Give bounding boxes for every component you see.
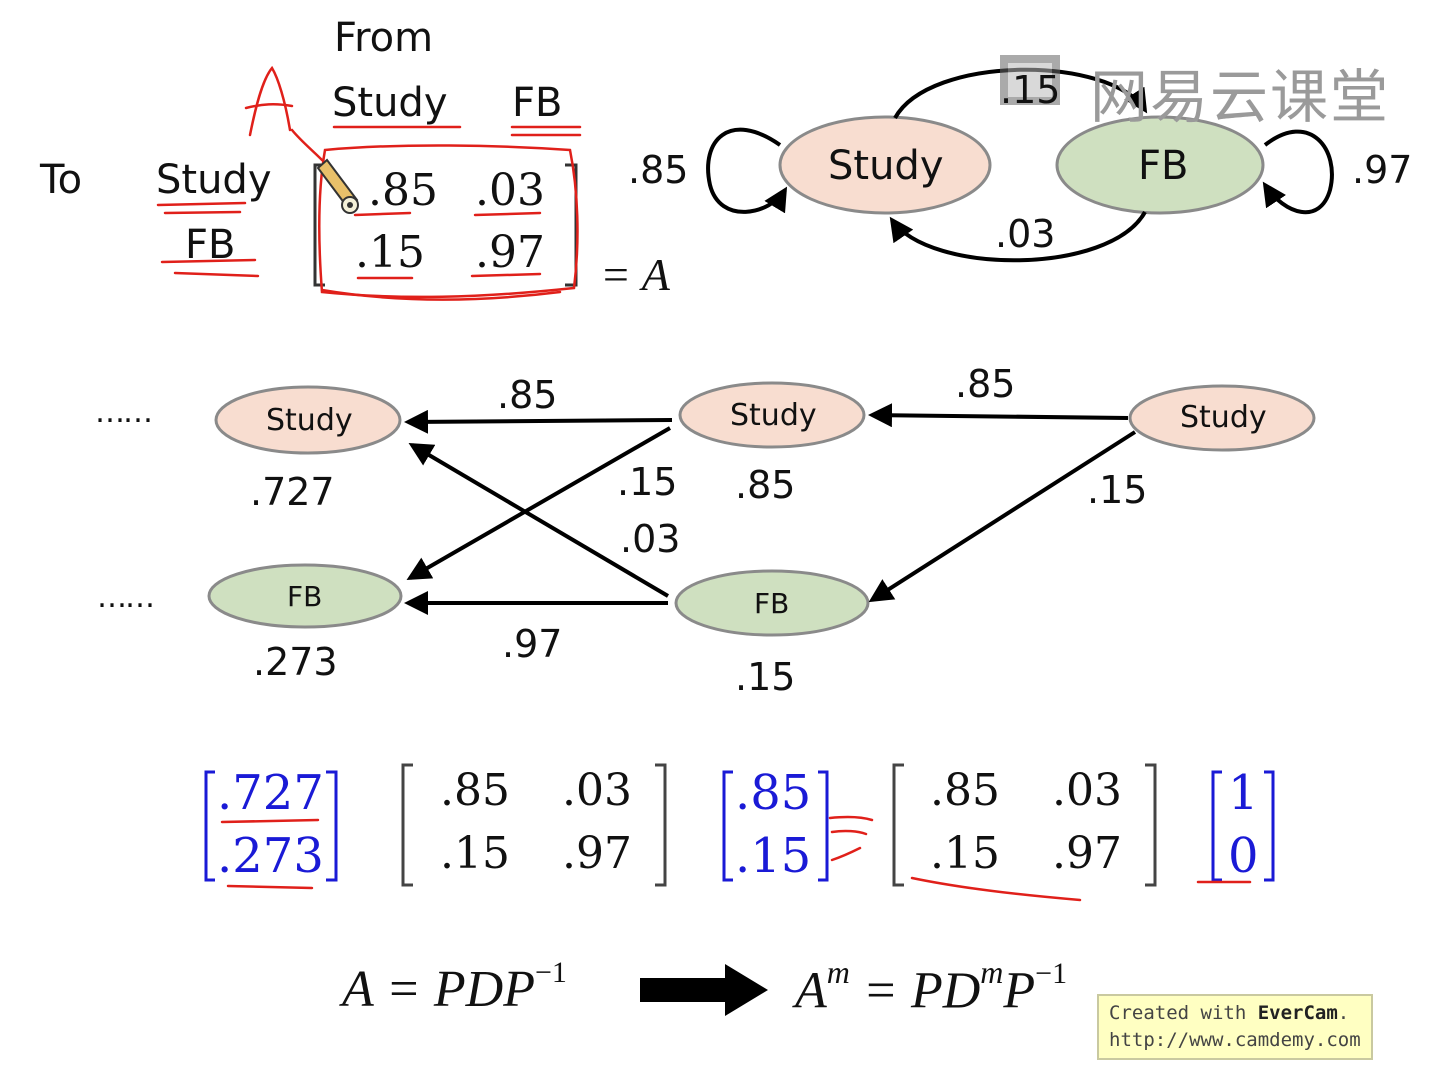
trellis-study-0 <box>1128 384 1316 452</box>
trellis-edge-ss-1: .85 <box>497 373 558 417</box>
v3-bottom: 0 <box>1228 828 1259 884</box>
watermark-logo-icon <box>1000 55 1060 105</box>
m2-00: .85 <box>930 765 1000 816</box>
matrix-right-bracket <box>565 163 578 287</box>
m1-right-bracket <box>655 763 667 887</box>
m1-10: .15 <box>440 828 510 879</box>
evercam-line1: Created with EverCam. <box>1109 1000 1361 1027</box>
state-fb-node <box>1055 115 1265 215</box>
trellis-prob-fb-2: .273 <box>253 640 338 684</box>
evercam-badge[interactable]: Created with EverCam. http://www.camdemy… <box>1097 994 1373 1060</box>
matrix-cell-11: .97 <box>475 227 545 278</box>
formula-right-mid-exponent: m <box>980 954 1004 990</box>
pencil-cursor-icon <box>316 158 359 214</box>
state-study-to-fb-prob: .15 <box>1000 68 1061 112</box>
m2-10: .15 <box>930 828 1000 879</box>
trellis-edge-ss-0: .85 <box>955 362 1016 406</box>
m1-01: .03 <box>562 765 632 816</box>
v1-left-bracket <box>204 770 215 882</box>
trellis-study-0-label: Study <box>1180 400 1267 435</box>
arrow-fb-to-study <box>889 211 1147 263</box>
evercam-link[interactable]: http://www.camdemy.com <box>1109 1029 1361 1051</box>
v3-top: 1 <box>1228 765 1259 821</box>
matrix-row-fb: FB <box>185 222 236 268</box>
matrix-col-fb: FB <box>512 80 563 126</box>
edge-study0-fb1 <box>868 430 1137 603</box>
trellis-fb-2 <box>207 563 403 629</box>
edge-study1-fb2 <box>406 426 671 580</box>
m2-11: .97 <box>1052 828 1122 879</box>
trellis-edge-fs-1: .03 <box>620 517 681 561</box>
edge-fb1-study2 <box>408 442 670 598</box>
m2-left-bracket <box>892 763 904 887</box>
watermark-text: 网易云课堂 <box>1090 63 1391 131</box>
m2-right-bracket <box>1145 763 1157 887</box>
v1-right-bracket <box>326 770 338 882</box>
pen-annotations-top <box>156 65 582 301</box>
state-self-fb-prob: .97 <box>1352 148 1413 192</box>
m1-left-bracket <box>401 763 413 887</box>
trellis-fb-1 <box>674 569 870 637</box>
matrix-cell-00: .85 <box>368 165 438 216</box>
v2-right-bracket <box>818 770 829 882</box>
trellis-prob-study-1: .85 <box>735 463 796 507</box>
formula-right-p-exponent: −1 <box>1035 957 1068 990</box>
trellis-study-1-label: Study <box>730 398 817 433</box>
state-study-node <box>778 115 992 215</box>
m2-01: .03 <box>1052 765 1122 816</box>
formula-right-p: P <box>1003 962 1036 1020</box>
trellis-study-2 <box>214 385 402 455</box>
formula-right: Am = PDmP−1 <box>795 954 1068 1020</box>
trellis-edge-ff-1: .97 <box>502 622 563 666</box>
matrix-cell-10: .15 <box>355 227 425 278</box>
trellis-edge-sf-0: .15 <box>1087 468 1148 512</box>
trellis-prob-fb-1: .15 <box>735 655 796 699</box>
matrix-equals-a: = A <box>600 249 670 300</box>
matrix-to-label: To <box>40 157 83 203</box>
state-self-study-prob: .85 <box>628 148 689 192</box>
trellis-ellipsis-bottom: …… <box>97 580 155 615</box>
trellis-study-2-label: Study <box>266 403 353 438</box>
arrow-study-self <box>706 127 788 214</box>
v2-bottom: .15 <box>735 828 812 884</box>
trellis-study-1 <box>678 381 866 449</box>
pen-annotations-bottom <box>220 815 1252 902</box>
trellis-ellipsis-top: …… <box>95 395 153 430</box>
v2-left-bracket <box>722 770 733 882</box>
edge-study0-study1 <box>868 403 1129 428</box>
matrix-col-study: Study <box>332 80 448 126</box>
v2-top: .85 <box>735 765 812 821</box>
trellis-fb-1-label: FB <box>754 587 790 620</box>
v3-left-bracket <box>1211 770 1222 882</box>
state-study-label: Study <box>828 143 944 189</box>
trellis-edge-sf-1: .15 <box>617 460 678 504</box>
state-fb-label: FB <box>1138 143 1189 189</box>
matrix-from-label: From <box>334 15 434 61</box>
formula-left: A = PDP−1 <box>342 956 567 1019</box>
implies-arrow-icon <box>640 964 768 1016</box>
formula-left-exponent: −1 <box>535 955 567 989</box>
m1-00: .85 <box>440 765 510 816</box>
evercam-prefix: Created with <box>1109 1002 1258 1024</box>
matrix-row-study: Study <box>156 157 272 203</box>
v1-top: .727 <box>217 765 324 821</box>
matrix-cell-01: .03 <box>475 165 545 216</box>
v1-bottom: .273 <box>217 828 324 884</box>
formula-left-base: A = PDP <box>342 961 535 1018</box>
arrow-fb-self <box>1262 129 1334 215</box>
trellis-fb-2-label: FB <box>287 580 323 613</box>
m1-11: .97 <box>562 828 632 879</box>
edge-study1-study2 <box>404 409 673 434</box>
state-fb-to-study-prob: .03 <box>995 212 1056 256</box>
formula-right-a: A <box>795 962 827 1020</box>
evercam-brand: EverCam <box>1257 1002 1338 1024</box>
v3-right-bracket <box>1264 770 1275 882</box>
trellis-prob-study-2: .727 <box>250 470 335 514</box>
formula-right-a-exponent: m <box>826 954 850 990</box>
evercam-suffix: . <box>1337 1002 1350 1024</box>
formula-right-mid: = PD <box>849 962 981 1020</box>
